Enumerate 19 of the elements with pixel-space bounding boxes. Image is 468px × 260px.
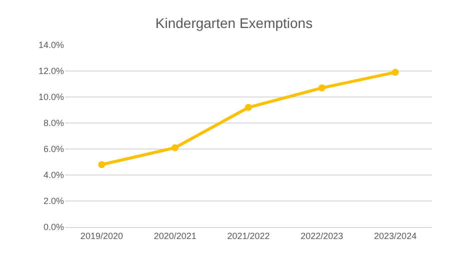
y-tick-label: 0.0%: [43, 222, 64, 232]
y-tick-label: 12.0%: [38, 66, 64, 76]
point: [98, 161, 106, 168]
y-tick-label: 2.0%: [43, 196, 64, 206]
x-tick-label: 2023/2024: [374, 230, 417, 241]
point: [172, 144, 179, 152]
y-tick-label: 8.0%: [43, 118, 64, 128]
x-tick-label: 2019/2020: [80, 230, 123, 241]
point: [245, 104, 252, 111]
point: [392, 68, 399, 76]
x-tick-label: 2022/2023: [300, 230, 344, 241]
point: [318, 84, 326, 92]
x-tick-label: 2021/2022: [227, 230, 270, 241]
x-tick-label: 2020/2021: [154, 230, 196, 241]
y-tick-label: 6.0%: [43, 144, 64, 154]
y-tick-label: 10.0%: [38, 92, 64, 102]
y-tick-label: 4.0%: [43, 170, 64, 180]
chart-title: Kindergarten Exemptions: [155, 15, 313, 31]
y-tick-label: 14.0%: [38, 40, 64, 50]
